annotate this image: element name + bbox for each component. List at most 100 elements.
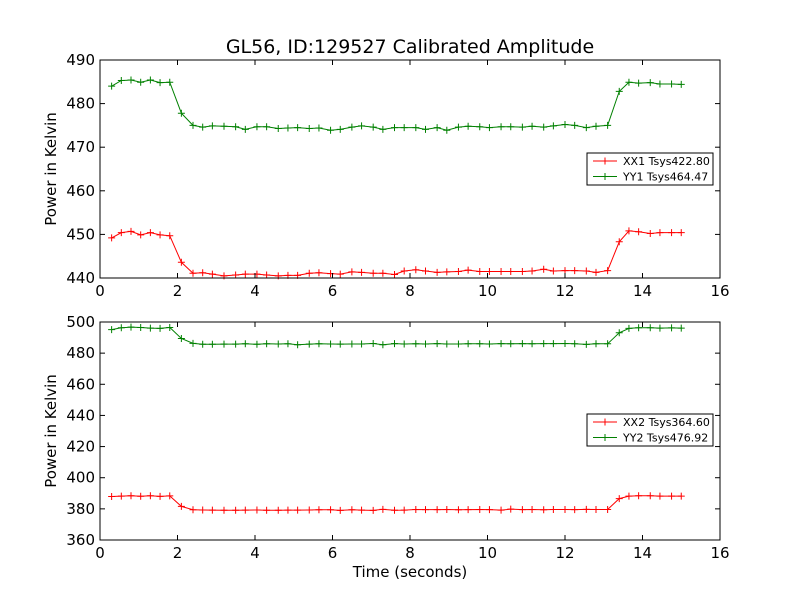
data-point xyxy=(604,121,612,129)
data-point xyxy=(549,122,557,130)
series-line xyxy=(111,79,682,131)
data-point xyxy=(485,124,493,132)
data-point xyxy=(274,124,282,132)
data-point xyxy=(146,229,154,237)
data-point xyxy=(646,230,654,238)
y-tick-label: 380 xyxy=(66,500,95,518)
data-point xyxy=(305,340,313,348)
y-tick-label: 420 xyxy=(66,438,95,456)
y-tick-label: 480 xyxy=(66,344,95,362)
data-point xyxy=(348,123,356,131)
y-tick-label: 490 xyxy=(66,51,95,69)
data-point xyxy=(177,502,185,510)
data-point xyxy=(137,78,145,86)
data-point xyxy=(117,492,125,500)
legend-marker xyxy=(601,434,609,441)
data-point xyxy=(571,506,579,514)
data-point xyxy=(327,270,335,278)
data-point xyxy=(571,121,579,129)
data-point xyxy=(400,506,408,514)
data-point xyxy=(108,234,116,242)
data-point xyxy=(497,340,505,348)
x-tick-label: 2 xyxy=(173,544,183,562)
data-point xyxy=(549,505,557,513)
y-axis-title: Power in Kelvin xyxy=(42,112,60,226)
data-point xyxy=(379,269,387,277)
data-point xyxy=(549,267,557,275)
data-point xyxy=(540,265,548,273)
data-point xyxy=(284,124,292,132)
series-2-2 xyxy=(108,323,685,349)
data-point xyxy=(208,270,216,278)
data-point xyxy=(668,229,676,237)
x-tick-label: 10 xyxy=(478,282,497,300)
data-point xyxy=(358,506,366,514)
y-tick-label: 480 xyxy=(66,95,95,113)
data-point xyxy=(615,329,623,337)
data-point xyxy=(582,267,590,275)
data-point xyxy=(294,506,302,514)
data-point xyxy=(400,124,408,132)
data-point xyxy=(677,229,685,237)
data-point xyxy=(476,267,484,275)
data-point xyxy=(146,324,154,332)
data-point xyxy=(582,124,590,132)
x-tick-label: 0 xyxy=(95,544,105,562)
data-point xyxy=(571,267,579,275)
legend-label: XX1 Tsys422.80 xyxy=(623,155,710,168)
data-point xyxy=(528,122,536,130)
data-point xyxy=(582,340,590,348)
data-point xyxy=(507,505,515,513)
data-point xyxy=(369,123,377,131)
data-point xyxy=(422,267,429,275)
data-point xyxy=(189,506,197,514)
data-point xyxy=(127,492,135,500)
data-point xyxy=(433,124,441,132)
data-point xyxy=(137,492,145,500)
data-point xyxy=(263,271,271,279)
data-point xyxy=(497,506,505,514)
data-point xyxy=(274,340,282,348)
data-point xyxy=(391,340,398,348)
data-point xyxy=(433,268,441,276)
data-point xyxy=(241,340,249,348)
data-point xyxy=(592,505,600,513)
data-point xyxy=(454,123,462,131)
data-point xyxy=(615,495,623,503)
data-point xyxy=(315,269,323,277)
x-axis-title: Time (seconds) xyxy=(352,563,468,581)
data-point xyxy=(518,506,526,514)
data-point xyxy=(422,506,429,514)
data-point xyxy=(108,82,116,90)
data-point xyxy=(485,267,493,275)
data-point xyxy=(241,506,249,514)
data-point xyxy=(422,125,429,133)
data-point xyxy=(379,505,387,513)
data-point xyxy=(592,268,600,276)
data-point xyxy=(604,340,612,348)
data-point xyxy=(571,340,579,348)
data-point xyxy=(433,506,441,514)
data-point xyxy=(199,340,207,348)
data-point xyxy=(497,123,505,131)
data-point xyxy=(592,122,600,130)
data-point xyxy=(208,340,216,348)
data-point xyxy=(540,506,548,514)
data-point xyxy=(400,340,408,348)
data-point xyxy=(476,340,484,348)
data-point xyxy=(635,492,643,500)
data-point xyxy=(208,506,216,514)
data-point xyxy=(108,326,116,334)
legend: XX2 Tsys364.60 YY2 Tsys476.92 xyxy=(586,413,714,447)
data-point xyxy=(199,123,207,131)
data-point xyxy=(668,80,676,88)
data-point xyxy=(464,340,472,348)
data-point xyxy=(625,492,633,500)
data-point xyxy=(540,340,548,348)
data-point xyxy=(379,341,387,349)
data-point xyxy=(464,122,472,130)
x-tick-label: 8 xyxy=(405,282,415,300)
data-point xyxy=(656,324,664,332)
data-point xyxy=(253,340,261,348)
